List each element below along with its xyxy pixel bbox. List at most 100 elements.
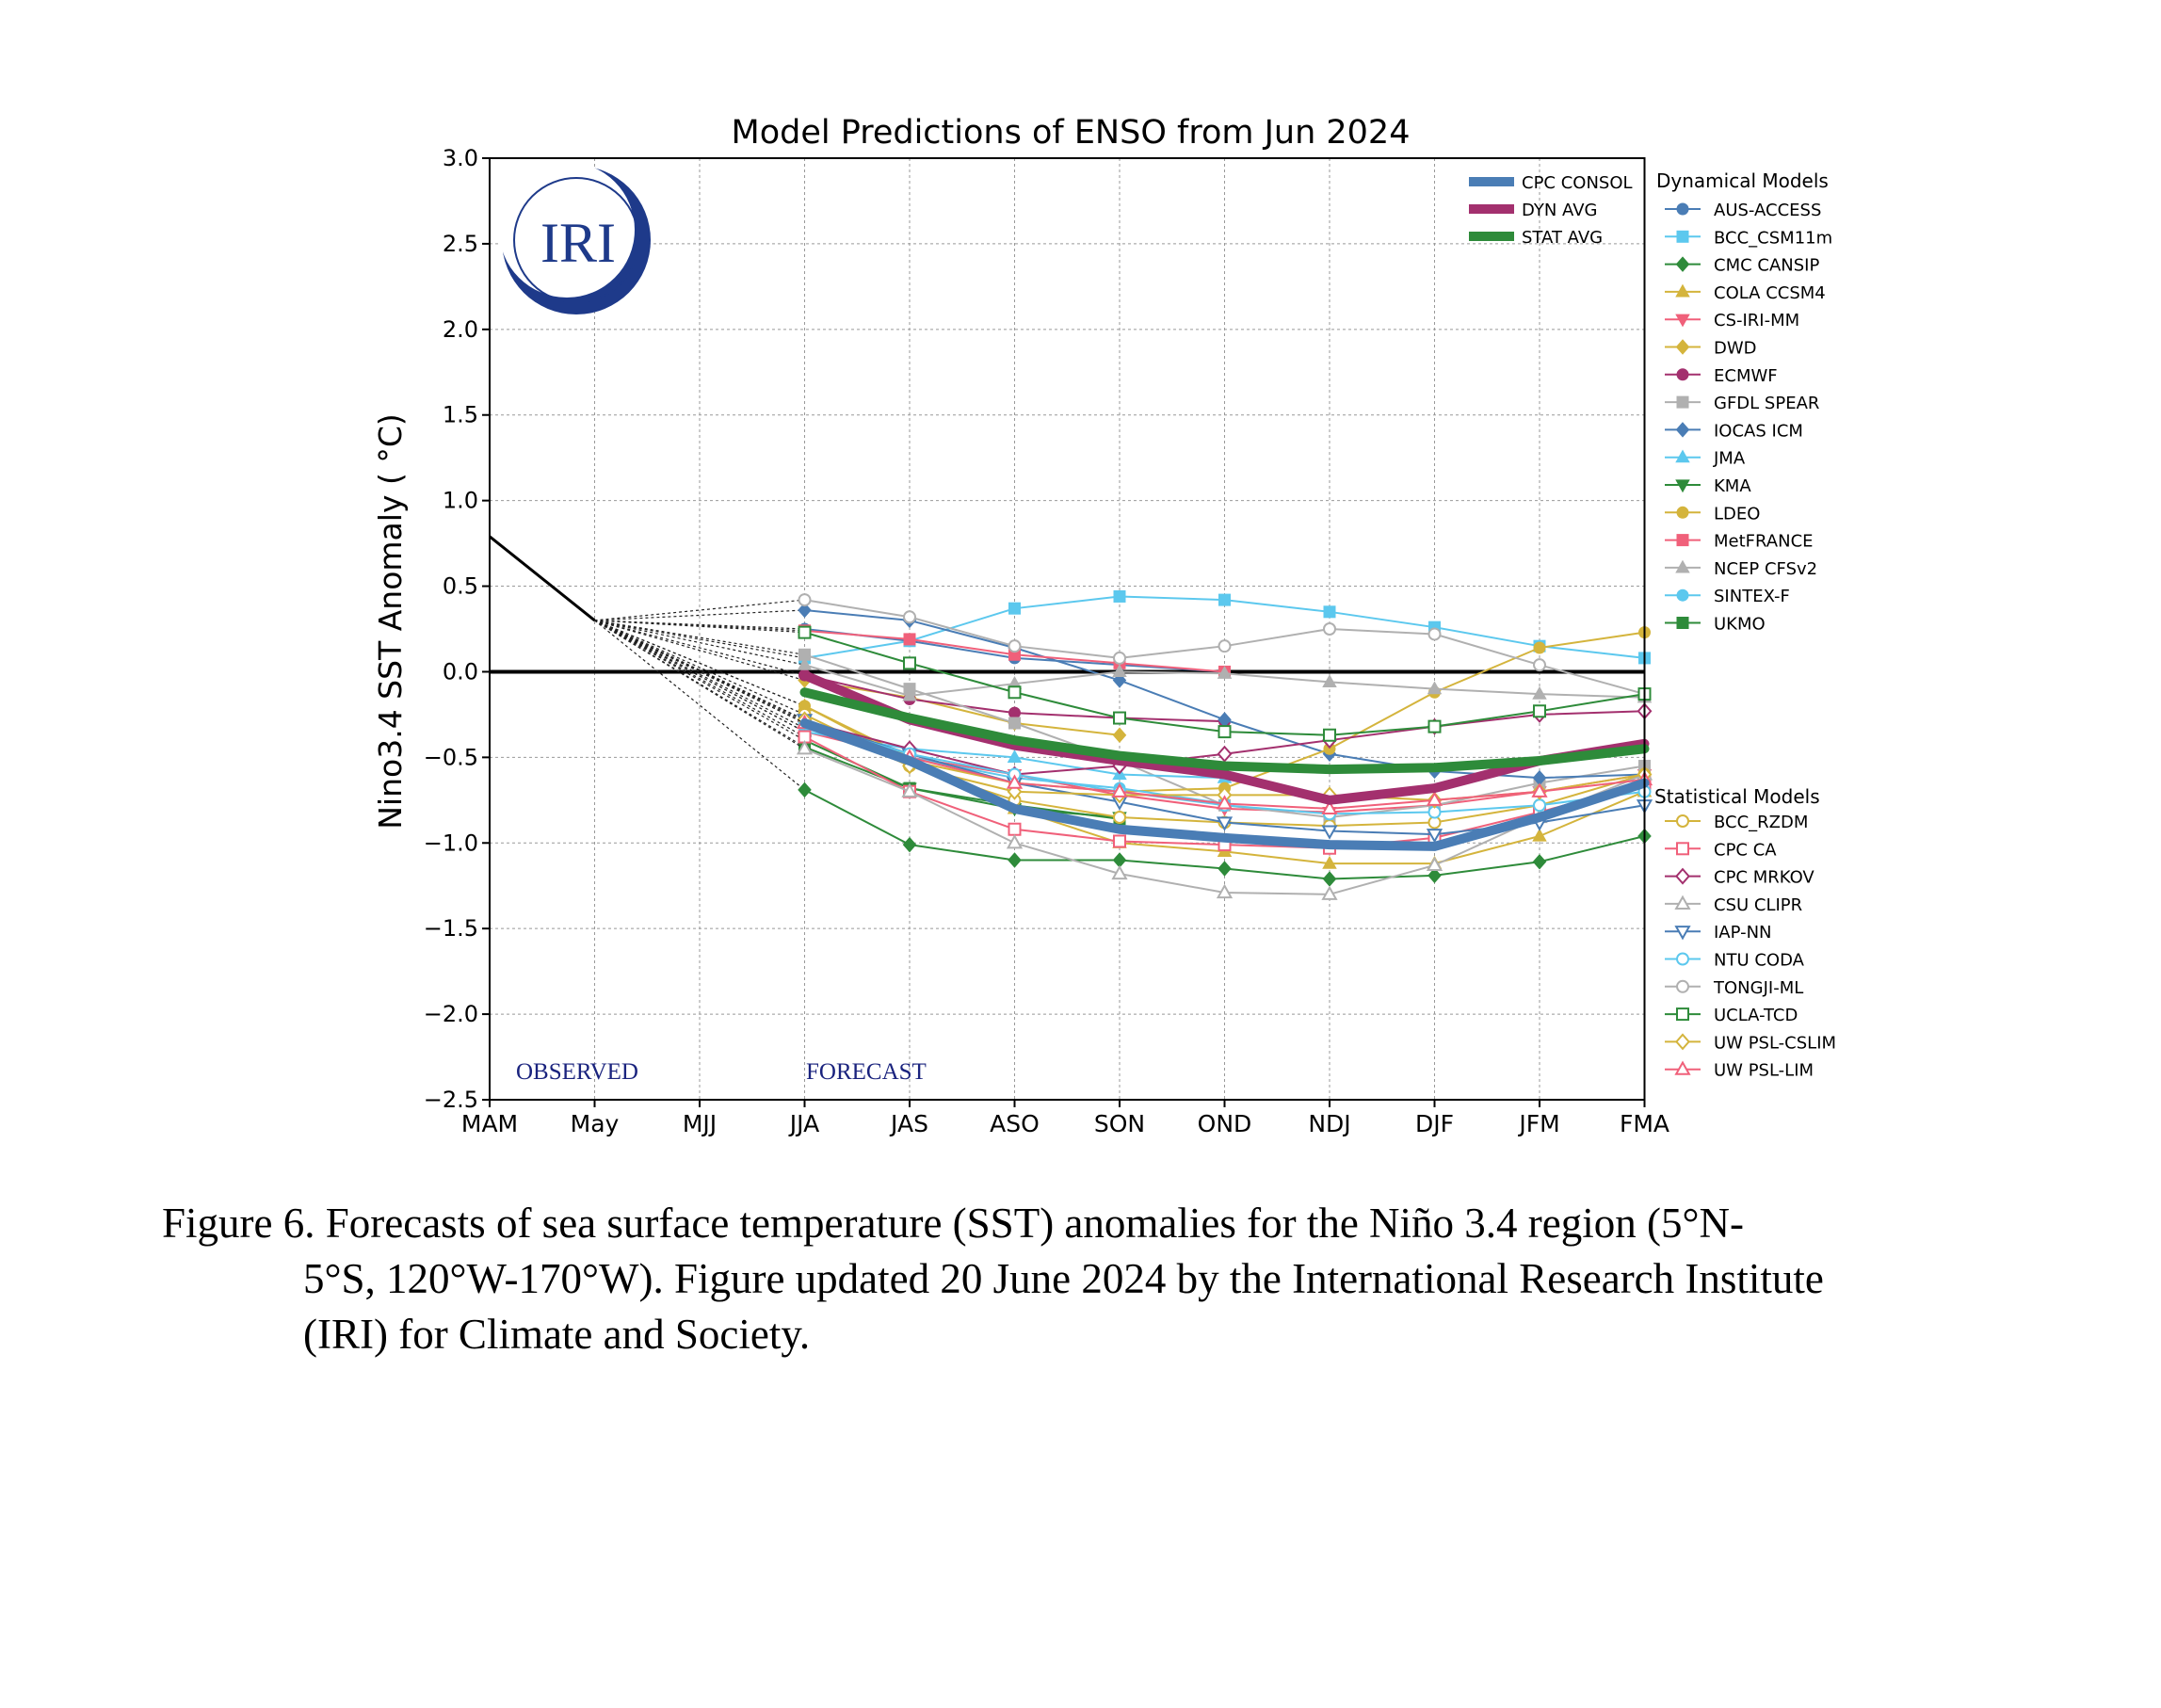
data-point: [1427, 627, 1442, 641]
caption-line-1: Figure 6. Forecasts of sea surface tempe…: [162, 1200, 1744, 1247]
legend-label: CSU CLIPR: [1714, 895, 1802, 915]
y-tick-label: −0.5: [424, 744, 478, 770]
x-tick-label: MAM: [461, 1110, 518, 1137]
data-point: [1007, 782, 1023, 800]
data-point: [798, 781, 812, 798]
legend-label: UW PSL-CSLIM: [1714, 1033, 1836, 1053]
connector-line: [594, 620, 805, 720]
data-point: [1217, 666, 1233, 679]
data-point: [796, 740, 814, 755]
connector-line: [594, 620, 805, 682]
observed-series: [489, 535, 596, 622]
caption-line-3: (IRI) for Climate and Society.: [303, 1311, 811, 1358]
data-point: [1218, 639, 1232, 653]
data-point: [902, 687, 917, 701]
legend-label: DWD: [1714, 339, 1757, 359]
connector-line: [594, 620, 805, 716]
legend-marker: [1676, 588, 1689, 602]
series-stat-avg: [799, 687, 1650, 775]
legend-marker: [1676, 979, 1689, 993]
data-point: [1321, 825, 1338, 840]
legend-marker: [1675, 339, 1690, 355]
legend-marker: [1676, 814, 1689, 828]
series-ncep-cfsv2: [594, 620, 1653, 703]
data-point: [1008, 852, 1022, 868]
series-cmc-cansip: [594, 620, 1652, 887]
iri-logo-text: IRI: [540, 212, 616, 274]
legend-label: DYN AVG: [1522, 201, 1597, 220]
x-tick-label: ASO: [990, 1110, 1040, 1137]
legend-marker: [1675, 256, 1690, 272]
series-line: [799, 687, 1650, 775]
data-point: [797, 656, 813, 670]
legend-label: SINTEX-F: [1714, 587, 1790, 606]
y-tick-label: −2.5: [424, 1087, 478, 1113]
x-tick-label: SON: [1094, 1110, 1145, 1137]
grid: [489, 157, 1645, 1101]
data-point: [1322, 871, 1337, 887]
y-axis-label: Nino3.4 SST Anomaly ( °C): [372, 413, 409, 830]
x-tick-label: JJA: [788, 1110, 819, 1137]
data-point: [1322, 855, 1337, 869]
data-point: [1111, 782, 1128, 798]
data-point: [903, 610, 916, 624]
legend-label: STAT AVG: [1522, 228, 1603, 248]
legend-label: TONGJI-ML: [1713, 978, 1803, 998]
data-point: [1008, 602, 1021, 615]
data-point: [901, 782, 918, 798]
y-tick-label: 0.5: [443, 573, 478, 600]
data-point: [1008, 822, 1022, 836]
legend-marker: [1676, 952, 1689, 966]
x-tick-label: NDJ: [1308, 1110, 1350, 1137]
data-point: [1321, 799, 1338, 815]
series-line: [803, 679, 1121, 736]
connector-line: [594, 620, 805, 749]
data-point: [1533, 704, 1546, 718]
connector-line: [594, 620, 805, 634]
data-point: [1112, 672, 1127, 688]
data-point: [1426, 791, 1443, 806]
legend-marker: [1675, 867, 1690, 885]
averages-legend: CPC CONSOL DYN AVG STAT AVG: [1469, 173, 1633, 248]
data-point: [1533, 658, 1546, 672]
series-line: [803, 746, 1121, 820]
data-point: [1006, 774, 1024, 789]
data-point: [1426, 829, 1443, 844]
figure-caption: Figure 6. Forecasts of sea surface tempe…: [162, 1196, 2045, 1362]
data-point: [1008, 639, 1022, 653]
legend-marker: [1675, 479, 1690, 493]
series-cpc-consol: [799, 718, 1650, 851]
legend-label: JMA: [1713, 449, 1746, 469]
statistical-legend-title: Statistical Models: [1654, 785, 1820, 808]
y-tick-label: 2.0: [443, 316, 478, 343]
legend-marker: [1676, 395, 1689, 409]
data-point: [798, 602, 812, 619]
legend-label: UW PSL-LIM: [1714, 1061, 1814, 1081]
data-point: [1427, 681, 1443, 695]
legend-label: NTU CODA: [1714, 951, 1805, 971]
legend-label: BCC_RZDM: [1714, 813, 1808, 832]
legend-marker: [1675, 314, 1690, 328]
x-tick-label: May: [571, 1110, 620, 1137]
data-point: [1427, 867, 1442, 884]
data-point: [1218, 861, 1232, 877]
data-point: [1112, 852, 1127, 868]
legend-label: CMC CANSIP: [1714, 256, 1819, 276]
legend-marker: [1676, 368, 1689, 381]
data-point: [903, 633, 916, 646]
legend-label: CPC MRKOV: [1714, 868, 1814, 888]
legend-label: AUS-ACCESS: [1714, 201, 1821, 220]
data-point: [1008, 706, 1021, 719]
legend-label: MetFRANCE: [1714, 532, 1814, 552]
data-point: [798, 593, 812, 607]
y-tick-label: −2.0: [424, 1001, 478, 1027]
enso-chart: Model Predictions of ENSO from Jun 2024 …: [372, 114, 1836, 1137]
data-point: [1218, 593, 1231, 606]
legend-marker: [1676, 1007, 1689, 1022]
data-point: [1113, 811, 1126, 824]
legend-marker: [1675, 283, 1690, 298]
plot-frame: [489, 157, 1646, 1101]
data-point: [1322, 674, 1337, 687]
data-point: [1532, 854, 1547, 870]
data-point: [1323, 728, 1336, 742]
